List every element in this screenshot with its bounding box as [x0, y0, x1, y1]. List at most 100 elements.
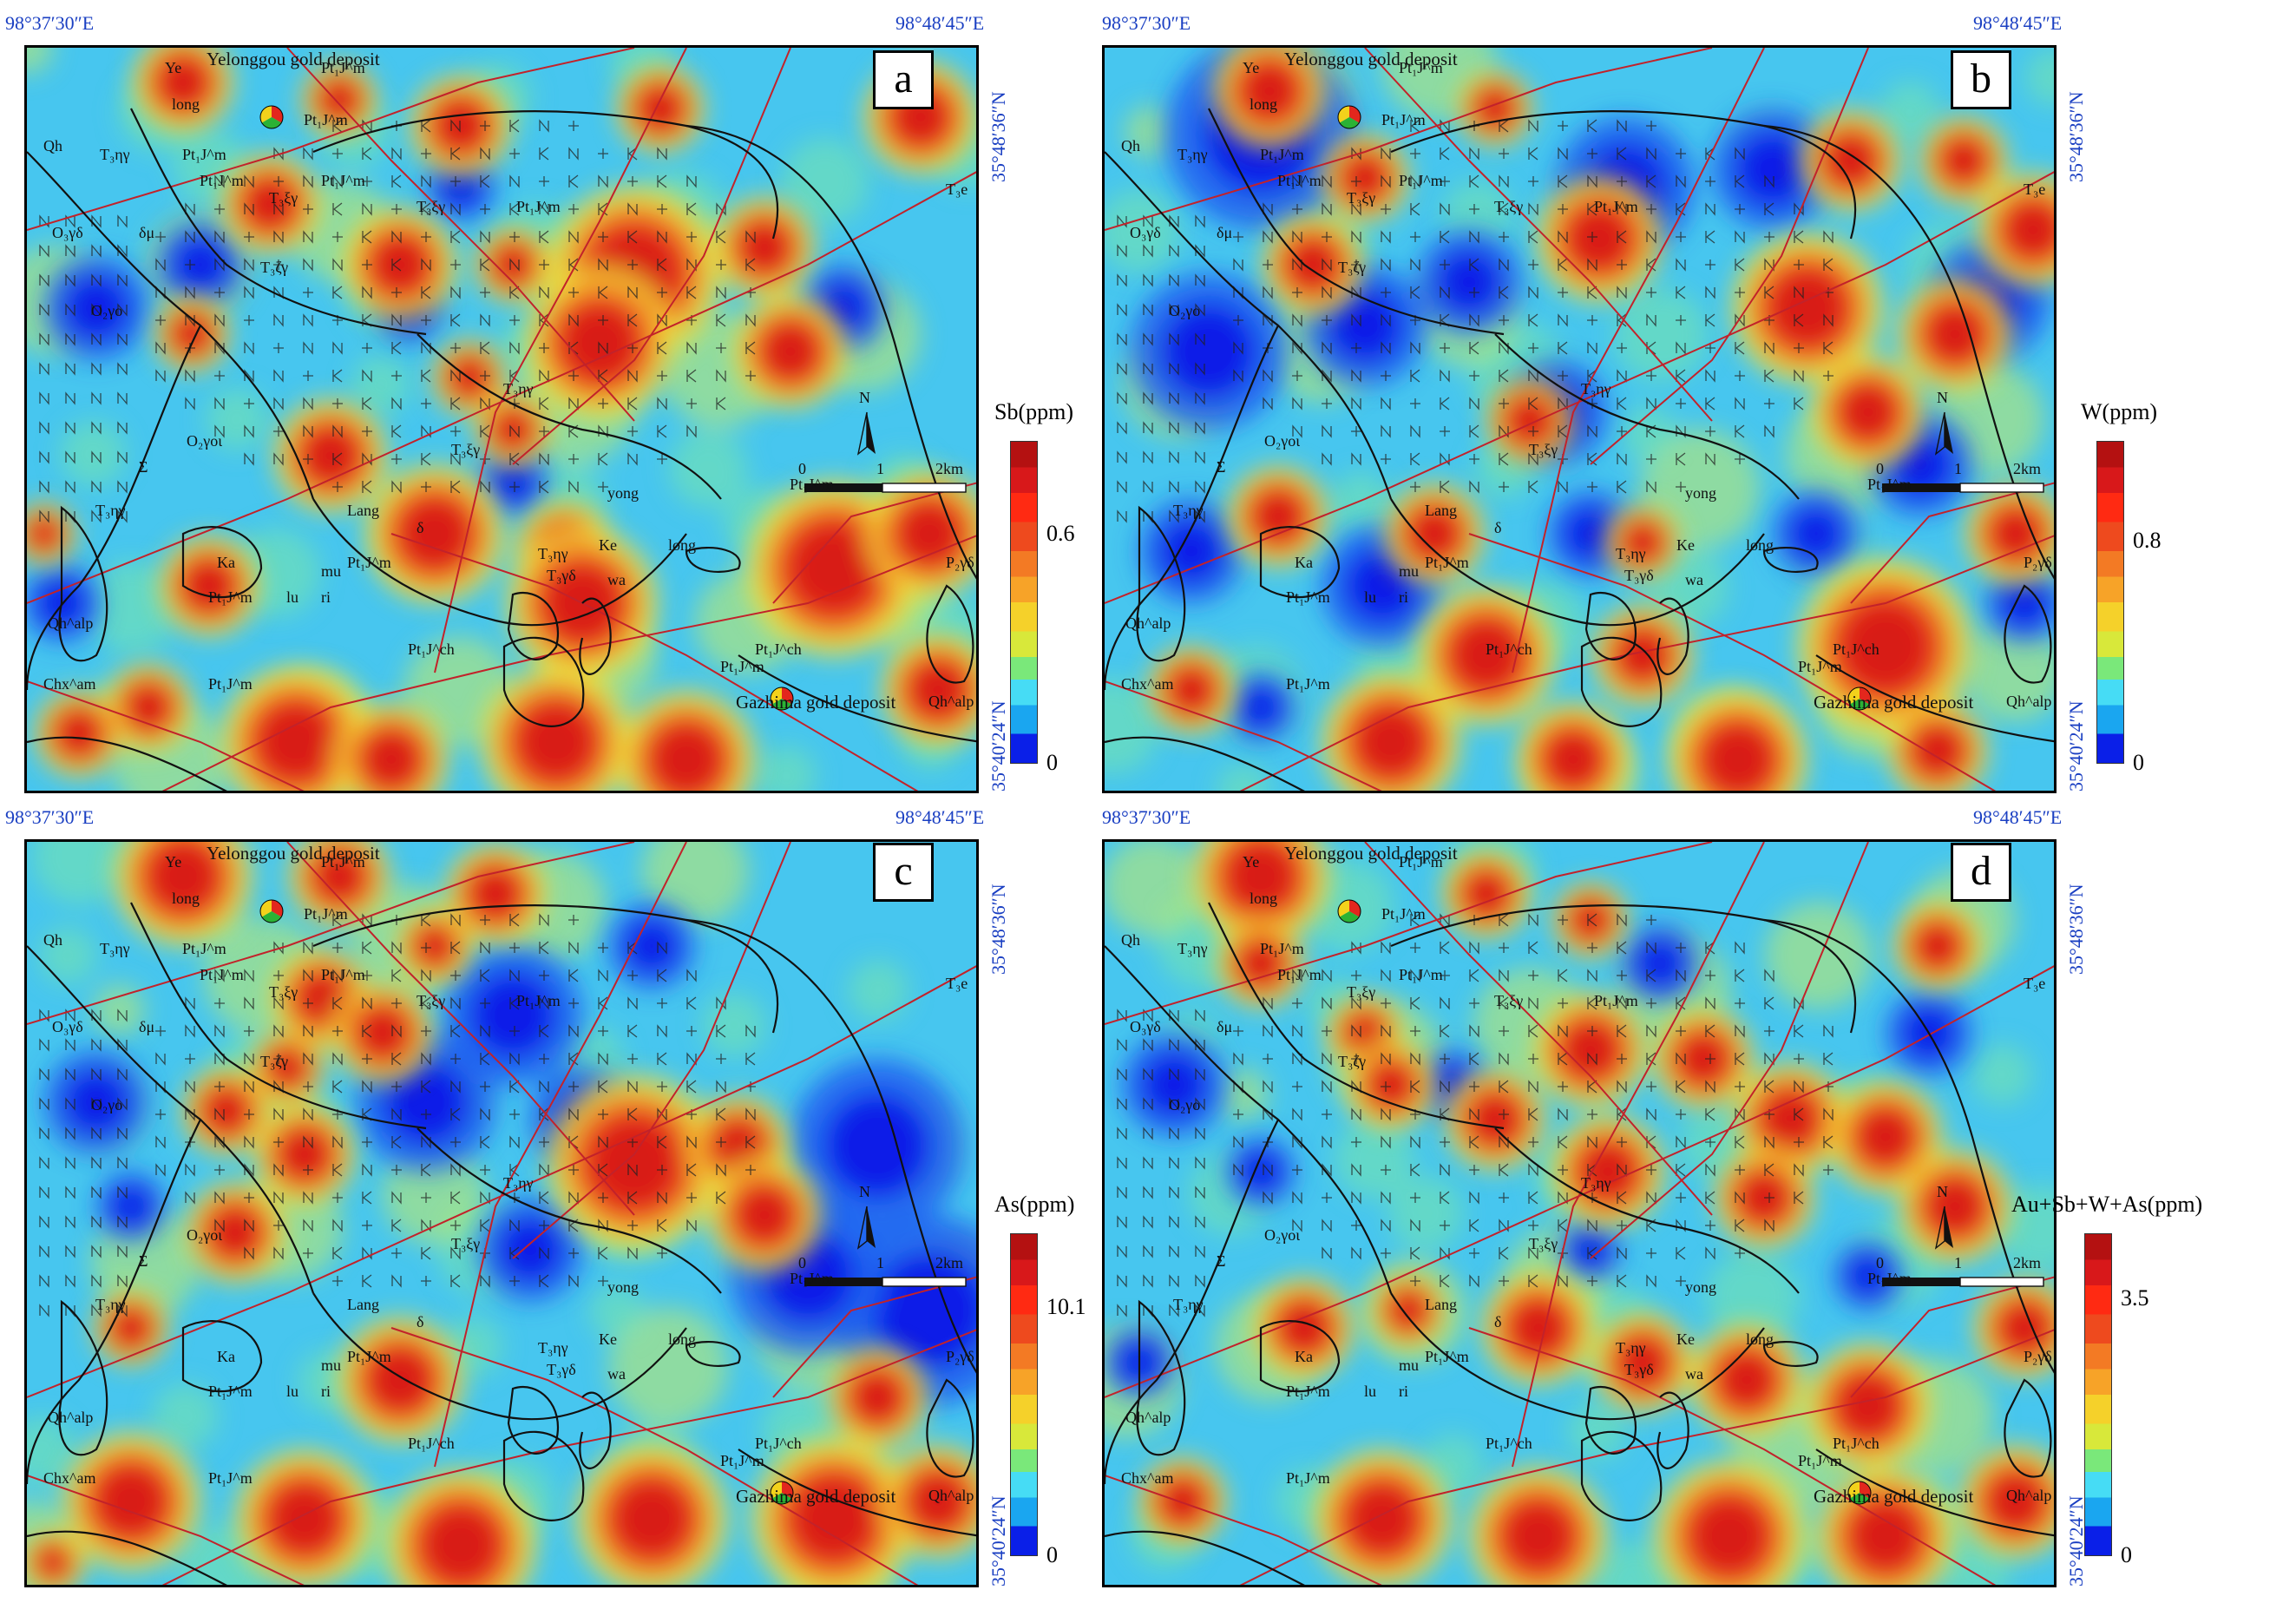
geologic-unit-label: long [1746, 536, 1774, 554]
geologic-unit-label: O₃γδ [52, 224, 83, 241]
north-label: N [1937, 389, 1948, 406]
panel-letter: b [1951, 50, 2011, 109]
legend-title: W(ppm) [2081, 399, 2158, 424]
tick-high: 0.8 [2133, 528, 2162, 553]
geologic-unit-label: Σ [1217, 458, 1226, 476]
geologic-unit-label: Pt₁J^m [208, 1469, 253, 1487]
tick-low: 0 [1046, 750, 1058, 775]
geologic-unit-label: T₃e [2024, 181, 2046, 198]
north-arrow-icon [1934, 1206, 1953, 1250]
geologic-unit-label: ri [321, 1383, 331, 1400]
geologic-unit-label: Pt₁J^m [790, 476, 834, 493]
geologic-unit-label: Pt₁J^ch [1833, 641, 1879, 658]
gazhima-deposit-label: Gazhima gold deposit [736, 692, 896, 713]
geologic-unit-label: Pt₁J^m [1399, 172, 1443, 189]
geologic-unit-label: Qh^alp [2006, 693, 2052, 710]
geologic-unit-label: long [668, 1330, 697, 1348]
geologic-unit-label: T₃ξγ [451, 1235, 481, 1252]
geologic-unit-label: Pt₁J^m [1867, 476, 1912, 493]
geologic-unit-label: Pt₁J^m [304, 111, 348, 128]
geologic-unit-label: O₂γoι [187, 432, 223, 450]
panel-letter: a [873, 50, 934, 109]
geologic-unit-label: mu [1399, 562, 1420, 580]
geologic-unit-label: δμ [1217, 224, 1233, 241]
panel-letter: d [1951, 843, 2011, 902]
geologic-unit-label: T₃ζγ [1338, 1053, 1367, 1070]
geologic-unit-label: T₃γδ [547, 567, 576, 584]
geologic-unit-label: O₂γo [91, 302, 123, 319]
geologic-unit-label: Pt₁J^m [1381, 905, 1426, 923]
scale-two-label: 2km [935, 1254, 964, 1271]
geologic-unit-label: long [668, 536, 697, 554]
geologic-unit-label: Lang [1425, 502, 1457, 519]
geologic-unit-label: δμ [139, 1018, 155, 1035]
geologic-unit-label: Pt₁J^m [347, 1348, 391, 1365]
geologic-unit-label: T₃ξγ [1347, 983, 1376, 1001]
geologic-unit-label: T₃ηγ [95, 1296, 126, 1313]
geologic-unit-label: O₂γo [91, 1096, 123, 1114]
geologic-unit-label: P₂γδ [2024, 1348, 2052, 1365]
geologic-unit-label: long [1746, 1330, 1774, 1348]
north-label: N [859, 1183, 870, 1200]
panel-c: 98°37′30″E 98°48′45″E 35°48′36″N 35°40′2… [0, 801, 1148, 1603]
tick-low: 0 [2121, 1542, 2132, 1567]
geologic-unit-label: Pt₁J^m [1798, 1452, 1842, 1469]
geologic-unit-label: Pt₁J^m [1399, 966, 1443, 983]
scale-zero-label: 0 [798, 1254, 806, 1271]
geologic-unit-label: yong [1685, 484, 1716, 502]
lat-bottom-label: 35°40′24″N [987, 700, 1009, 792]
geologic-unit-label: Ka [217, 1348, 235, 1365]
geologic-unit-label: yong [1685, 1278, 1716, 1296]
geologic-unit-label: lu [1364, 588, 1377, 606]
geologic-unit-label: wa [607, 571, 626, 588]
geologic-unit-label: Pt₁J^m [321, 966, 365, 983]
north-label: N [859, 389, 870, 406]
geologic-unit-label: O₂γo [1169, 302, 1201, 319]
legend-title: As(ppm) [994, 1192, 1075, 1217]
scale-two-label: 2km [2013, 460, 2042, 477]
geologic-unit-label: Ka [1295, 554, 1313, 571]
geologic-unit-label: T₃ηγ [503, 380, 534, 397]
lon-right-label: 98°48′45″E [1973, 806, 2063, 828]
geologic-unit-label: δ [417, 519, 424, 536]
geologic-unit-label: T₃ηγ [100, 146, 130, 163]
geologic-unit-label: Σ [139, 1252, 148, 1270]
geologic-unit-label: P₂γδ [946, 1348, 974, 1365]
geologic-unit-label: T₃ξγ [1494, 992, 1524, 1009]
geologic-unit-label: Pt₁J^m [1425, 1348, 1469, 1365]
geologic-unit-label: wa [607, 1365, 626, 1383]
color-ramp [1010, 441, 1038, 764]
geologic-unit-label: Pt₁J^ch [755, 641, 802, 658]
geologic-unit-label: yong [607, 1278, 639, 1296]
geologic-unit-label: Ke [1676, 1330, 1695, 1348]
geologic-unit-label: Ye [165, 59, 182, 76]
geologic-unit-label: Pt₁J^m [208, 675, 253, 693]
geologic-unit-label: Qh [1121, 137, 1140, 154]
geologic-unit-label: Chx^am [43, 1469, 96, 1487]
scale-zero-label: 0 [798, 460, 806, 477]
lon-left-label: 98°37′30″E [5, 806, 95, 828]
geologic-unit-label: Pt₁J^m [304, 905, 348, 923]
geologic-unit-label: T₃γδ [1624, 1361, 1654, 1378]
geologic-unit-label: Pt₁J^ch [1486, 1435, 1532, 1452]
panel-b: 98°37′30″E 98°48′45″E 35°48′36″N 35°40′2… [1076, 0, 2296, 801]
geologic-unit-label: Qh^alp [928, 1487, 974, 1504]
geologic-unit-label: δμ [139, 224, 155, 241]
geologic-unit-label: Pt₁J^m [208, 588, 253, 606]
scale-one-label: 1 [876, 1254, 884, 1271]
geologic-unit-label: Pt₁J^m [200, 966, 244, 983]
geologic-unit-label: Pt₁J^m [200, 172, 244, 189]
geologic-unit-label: long [1250, 890, 1278, 907]
geologic-unit-label: T₃ηγ [503, 1174, 534, 1192]
geologic-unit-label: Pt₁J^m [1286, 588, 1330, 606]
geologic-unit-label: Qh^alp [1125, 614, 1171, 632]
geologic-unit-label: T₃e [946, 181, 968, 198]
lon-left-label: 98°37′30″E [1102, 806, 1191, 828]
geologic-unit-label: long [1250, 95, 1278, 113]
geologic-unit-label: T₃ξγ [451, 441, 481, 458]
geologic-unit-label: O₂γo [1169, 1096, 1201, 1114]
geologic-unit-label: lu [286, 1383, 299, 1400]
geologic-unit-label: T₃ηγ [100, 940, 130, 957]
geologic-unit-label: T₃ξγ [1347, 189, 1376, 207]
geologic-unit-label: T₃ηγ [1581, 1174, 1611, 1192]
